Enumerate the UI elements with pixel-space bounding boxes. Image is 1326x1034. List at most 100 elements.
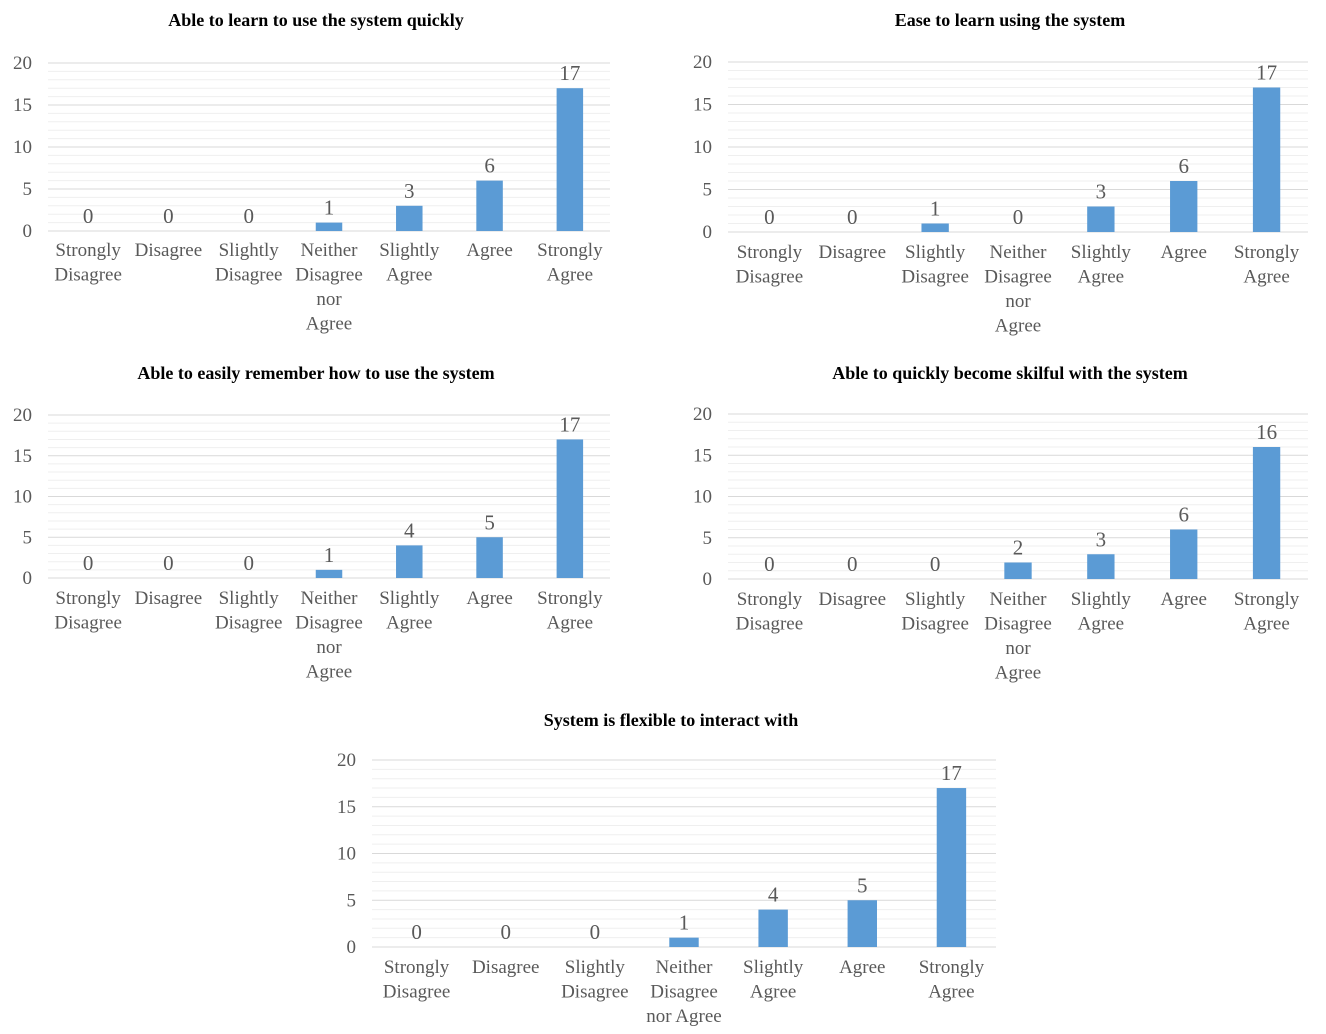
bar	[847, 900, 877, 947]
x-tick-label: Disagree	[561, 982, 629, 1003]
y-tick-label: 10	[693, 487, 712, 508]
y-tick-label: 20	[693, 404, 712, 425]
x-tick-label: Slightly	[219, 588, 280, 609]
x-tick-label: Agree	[466, 240, 512, 261]
y-tick-label: 10	[693, 137, 712, 158]
bar	[1252, 87, 1281, 232]
bar	[1004, 562, 1032, 579]
y-tick-label: 20	[337, 750, 356, 771]
y-tick-label: 15	[693, 95, 712, 116]
bar	[396, 205, 423, 231]
chart-plot: 0 5 10 15 20 0 Strongly Disagree 0 Disagree 1 Sligh…	[693, 52, 1308, 337]
x-tick-label: nor Agree	[646, 1006, 721, 1027]
x-tick-label: Disagree	[984, 267, 1052, 288]
x-tick-label: nor	[1005, 291, 1031, 312]
y-tick-label: 0	[23, 221, 33, 242]
data-label: 0	[590, 920, 601, 944]
x-tick-label: nor	[316, 637, 342, 658]
y-tick-label: 15	[693, 445, 712, 466]
x-tick-label: Strongly	[1234, 242, 1300, 263]
y-tick-label: 0	[703, 222, 713, 243]
x-tick-label: Slightly	[1071, 589, 1132, 610]
chart-ease-to-learn: Ease to learn using the system 0 5 10 15 20 0…	[680, 0, 1326, 350]
x-tick-label: Strongly	[55, 240, 121, 261]
x-tick-label: Agree	[1161, 589, 1207, 610]
x-tick-label: Neither	[656, 957, 714, 978]
chart-become-skilful: Able to quickly become skilful with the …	[680, 355, 1326, 700]
data-label: 0	[163, 551, 174, 575]
x-tick-label: Agree	[386, 265, 432, 286]
data-label: 1	[930, 197, 941, 221]
x-tick-label: Disagree	[54, 265, 122, 286]
y-tick-label: 5	[347, 890, 357, 911]
x-tick-label: Strongly	[919, 957, 985, 978]
x-tick-label: Neither	[301, 588, 359, 609]
chart-title: Ease to learn using the system	[894, 10, 1126, 30]
x-tick-label: Agree	[386, 613, 432, 634]
data-label: 0	[500, 920, 511, 944]
data-label: 4	[404, 518, 415, 542]
x-tick-label: Neither	[301, 240, 359, 261]
x-tick-label: Neither	[990, 242, 1048, 263]
data-label: 3	[1096, 180, 1107, 204]
x-tick-label: Disagree	[54, 613, 122, 634]
x-tick-label: Agree	[995, 663, 1041, 684]
bar	[476, 537, 503, 578]
x-tick-label: Agree	[306, 662, 352, 683]
data-label: 3	[1096, 527, 1107, 551]
x-tick-label: Slightly	[743, 957, 804, 978]
data-label: 2	[1013, 536, 1024, 560]
chart-plot: 051015200StronglyDisagree0Disagree0Sligh…	[337, 750, 996, 1027]
y-tick-label: 0	[23, 568, 33, 589]
x-tick-label: Agree	[928, 982, 974, 1003]
data-label: 17	[559, 61, 580, 85]
x-tick-label: Disagree	[819, 242, 887, 263]
x-tick-label: Agree	[466, 588, 512, 609]
x-tick-label: Agree	[995, 316, 1041, 337]
bar	[669, 937, 699, 947]
bar	[921, 223, 949, 232]
y-tick-label: 20	[693, 52, 712, 73]
data-label: 0	[930, 552, 941, 576]
y-tick-label: 15	[337, 797, 356, 818]
bar	[936, 788, 967, 947]
chart-title: Able to quickly become skilful with the …	[832, 363, 1188, 383]
y-tick-label: 20	[13, 53, 32, 74]
bar	[315, 222, 343, 231]
bar	[758, 909, 788, 947]
x-tick-label: Disagree	[736, 267, 804, 288]
x-tick-label: Strongly	[537, 240, 603, 261]
bar	[476, 180, 503, 231]
y-tick-label: 20	[13, 405, 32, 426]
data-label: 17	[559, 412, 580, 436]
y-tick-label: 15	[13, 446, 32, 467]
x-tick-label: Agree	[306, 314, 352, 335]
data-label: 0	[847, 552, 858, 576]
x-tick-label: Agree	[547, 613, 593, 634]
data-label: 5	[857, 873, 868, 897]
x-tick-label: Neither	[990, 589, 1048, 610]
chart-plot: 051015200StronglyDisagree0Disagree0Sligh…	[13, 53, 610, 335]
x-tick-label: Slightly	[219, 240, 280, 261]
chart-easily-remember: Able to easily remember how to use the s…	[0, 355, 640, 700]
bar	[1087, 554, 1115, 579]
bar	[1087, 206, 1115, 232]
y-tick-label: 5	[703, 528, 713, 549]
x-tick-label: Disagree	[215, 265, 283, 286]
x-tick-label: Agree	[839, 957, 885, 978]
bar	[396, 545, 423, 578]
x-tick-label: Disagree	[819, 589, 887, 610]
data-label: 4	[768, 883, 779, 907]
x-tick-label: Strongly	[737, 242, 803, 263]
chart-title: System is flexible to interact with	[543, 710, 799, 730]
y-tick-label: 10	[13, 137, 32, 158]
bar	[556, 439, 584, 578]
x-tick-label: Slightly	[905, 242, 966, 263]
data-label: 0	[764, 552, 775, 576]
chart-plot: 051015200StronglyDisagree0Disagree0Sligh…	[13, 405, 610, 683]
data-label: 0	[83, 551, 94, 575]
x-tick-label: Disagree	[383, 982, 451, 1003]
y-tick-label: 5	[23, 527, 33, 548]
x-tick-label: Strongly	[55, 588, 121, 609]
x-tick-label: Agree	[1078, 614, 1124, 635]
